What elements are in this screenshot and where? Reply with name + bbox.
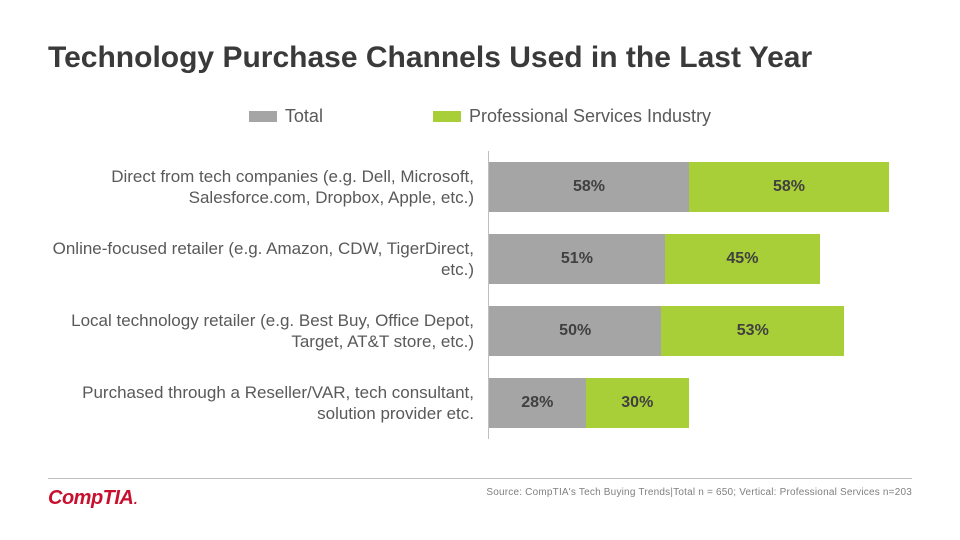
legend-label-total: Total	[285, 106, 323, 127]
bar-prof-services: 53%	[661, 306, 844, 356]
legend: Total Professional Services Industry	[48, 106, 912, 127]
chart-row: Direct from tech companies (e.g. Dell, M…	[48, 151, 912, 223]
bar-total: 28%	[489, 378, 586, 428]
bar-prof-services: 45%	[665, 234, 820, 284]
bar-total: 58%	[489, 162, 689, 212]
bar-track: 58% 58%	[488, 151, 888, 223]
bar-prof-services: 58%	[689, 162, 889, 212]
bar-value: 45%	[726, 250, 758, 268]
bar-pair: 51% 45%	[489, 234, 820, 284]
page-title: Technology Purchase Channels Used in the…	[48, 40, 912, 76]
chart-row: Local technology retailer (e.g. Best Buy…	[48, 295, 912, 367]
bar-value: 53%	[737, 322, 769, 340]
source-text: Source: CompTIA's Tech Buying Trends|Tot…	[486, 487, 912, 498]
logo-comptia: CompTIA.	[48, 487, 138, 510]
bar-total: 50%	[489, 306, 661, 356]
legend-item-professional-services: Professional Services Industry	[433, 106, 711, 127]
bar-total: 51%	[489, 234, 665, 284]
row-label: Purchased through a Reseller/VAR, tech c…	[48, 382, 488, 425]
row-label: Local technology retailer (e.g. Best Buy…	[48, 310, 488, 353]
footer: CompTIA. Source: CompTIA's Tech Buying T…	[48, 478, 912, 510]
bar-track: 50% 53%	[488, 295, 888, 367]
legend-item-total: Total	[249, 106, 323, 127]
row-label: Direct from tech companies (e.g. Dell, M…	[48, 166, 488, 209]
slide: Technology Purchase Channels Used in the…	[0, 0, 960, 540]
bar-track: 51% 45%	[488, 223, 888, 295]
bar-value: 58%	[573, 178, 605, 196]
bar-pair: 50% 53%	[489, 306, 844, 356]
bar-pair: 58% 58%	[489, 162, 889, 212]
bar-value: 51%	[561, 250, 593, 268]
bar-prof-services: 30%	[586, 378, 689, 428]
chart-area: Direct from tech companies (e.g. Dell, M…	[48, 151, 912, 439]
bar-value: 30%	[621, 394, 653, 412]
legend-swatch-total	[249, 111, 277, 122]
legend-label-professional-services: Professional Services Industry	[469, 106, 711, 127]
row-label: Online-focused retailer (e.g. Amazon, CD…	[48, 238, 488, 281]
bar-value: 58%	[773, 178, 805, 196]
bar-track: 28% 30%	[488, 367, 888, 439]
bar-value: 50%	[559, 322, 591, 340]
legend-swatch-professional-services	[433, 111, 461, 122]
chart-row: Online-focused retailer (e.g. Amazon, CD…	[48, 223, 912, 295]
bar-value: 28%	[521, 394, 553, 412]
bar-pair: 28% 30%	[489, 378, 689, 428]
chart-row: Purchased through a Reseller/VAR, tech c…	[48, 367, 912, 439]
